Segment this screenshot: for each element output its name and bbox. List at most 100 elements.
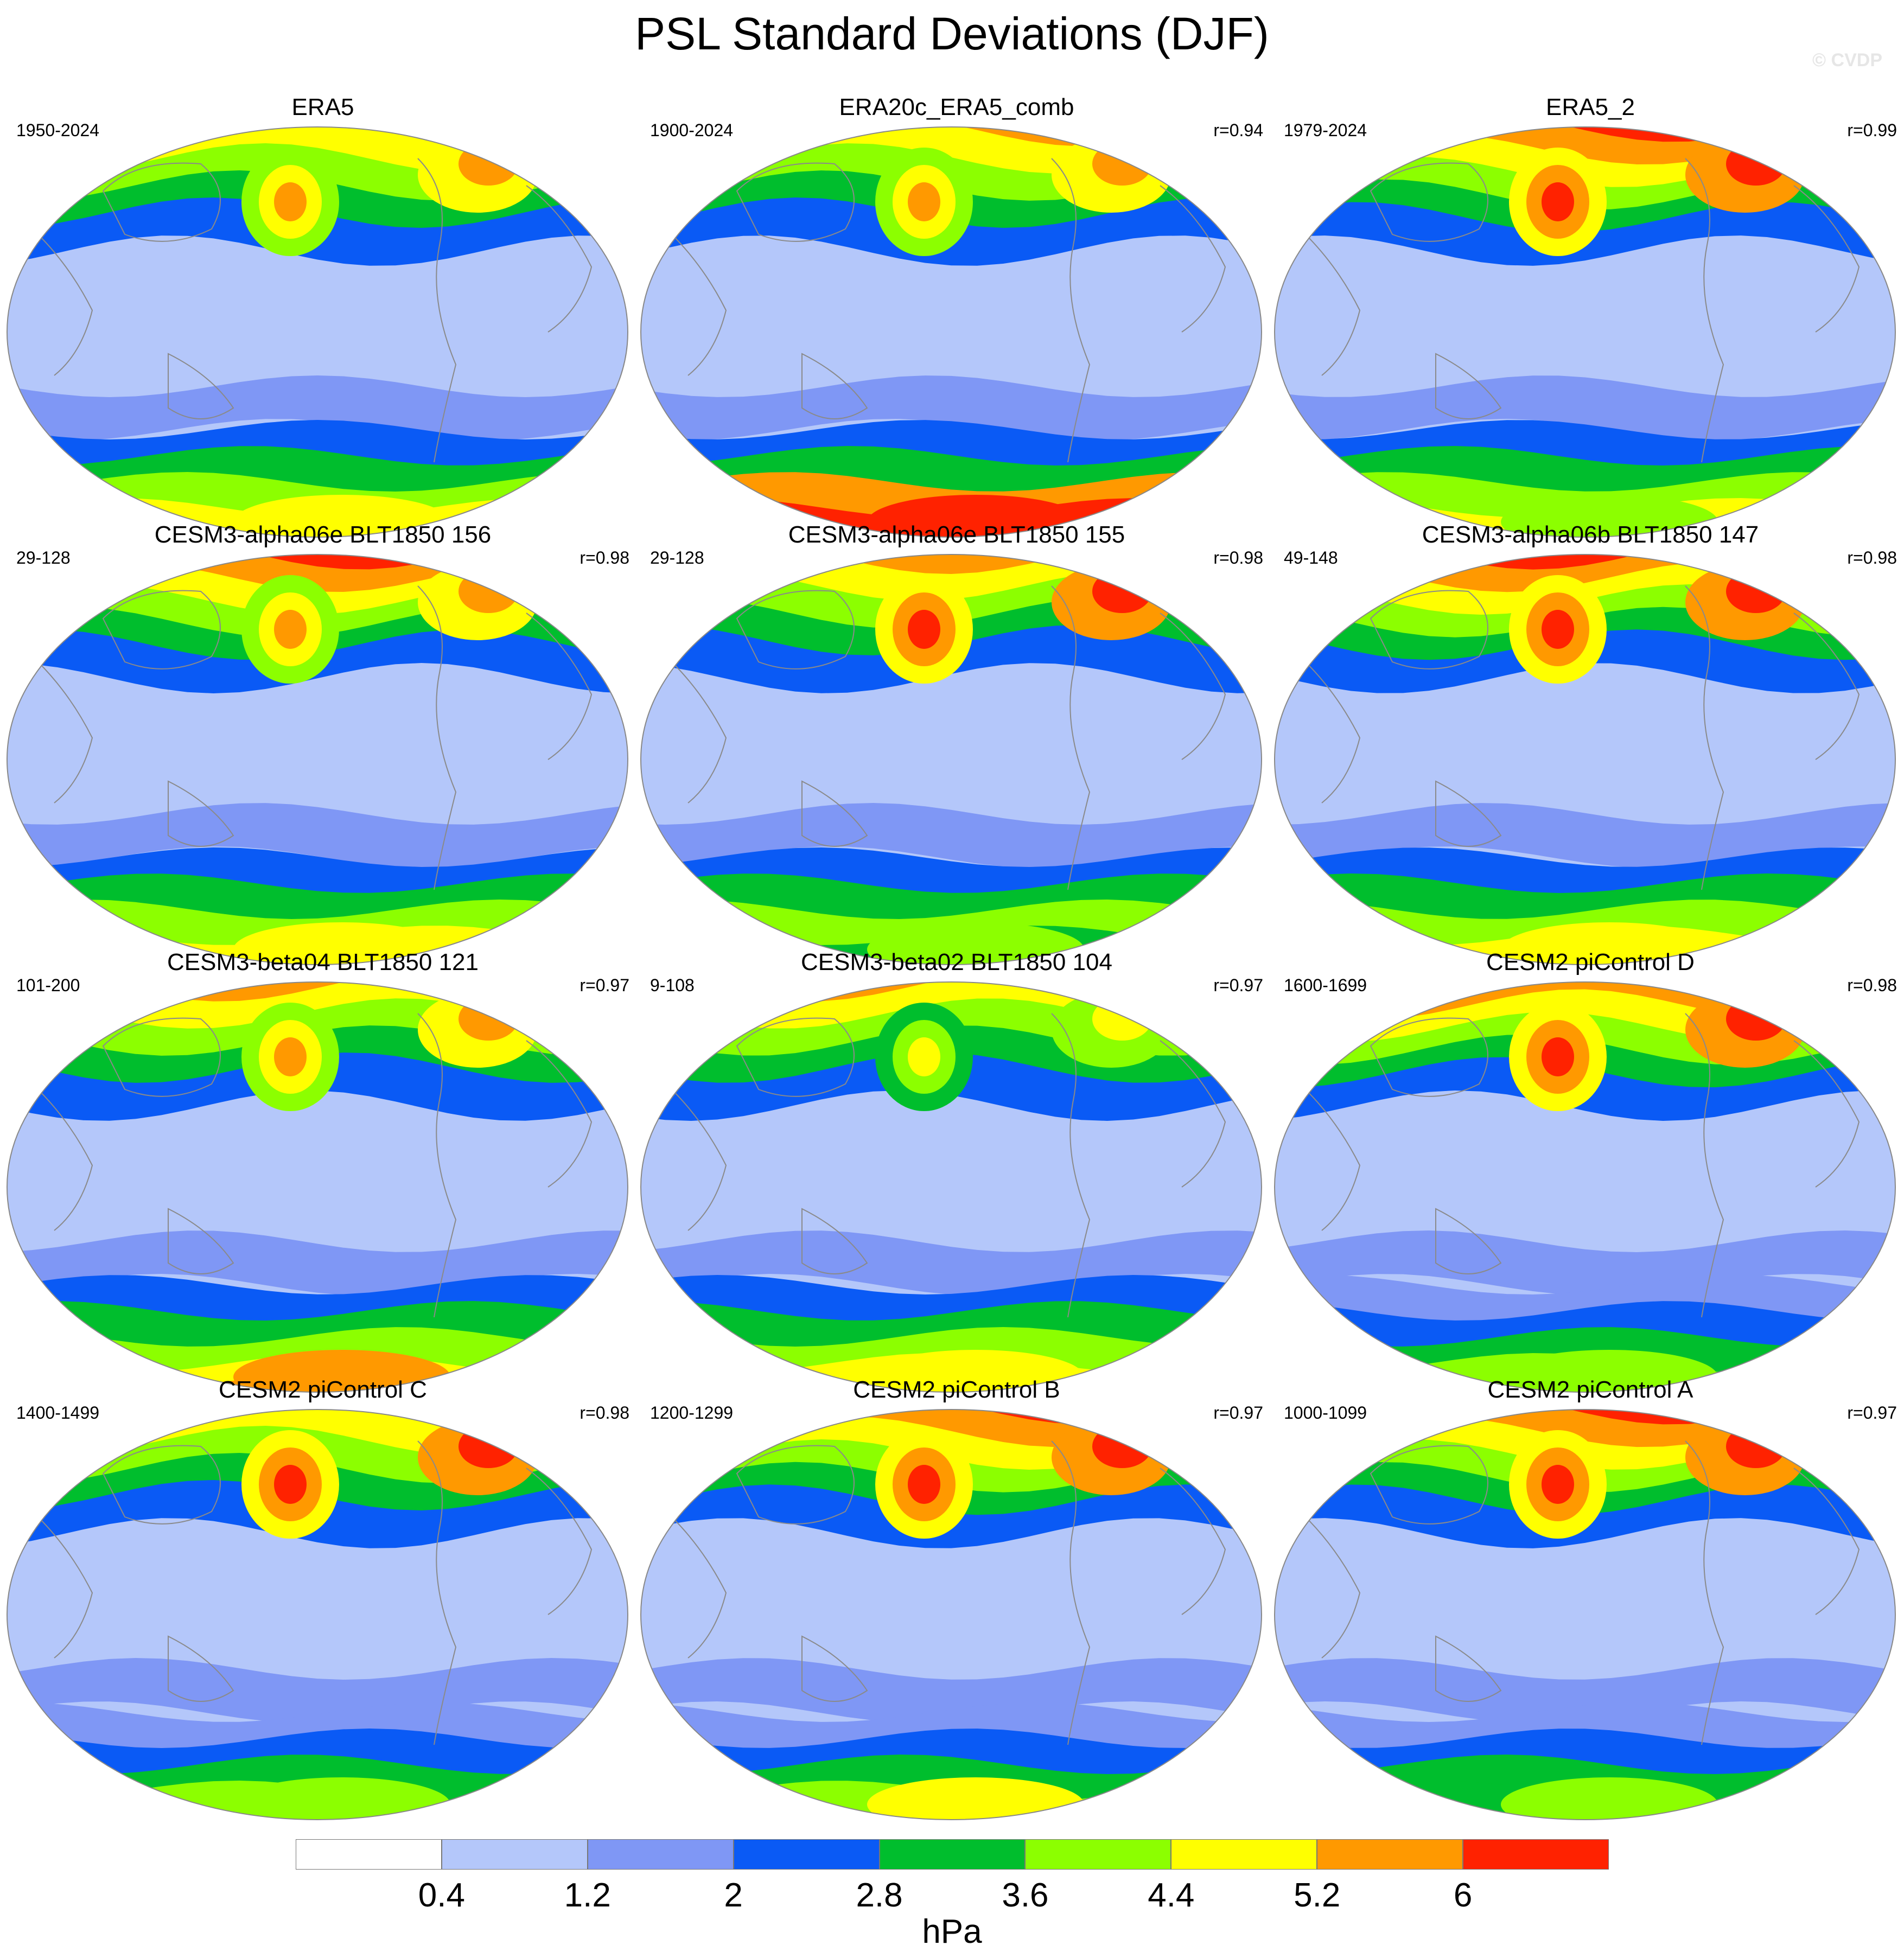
atlantic-contour bbox=[1092, 1425, 1152, 1468]
coastline bbox=[801, 1208, 868, 1274]
tropical-contour-band bbox=[1275, 803, 1895, 868]
map-border bbox=[640, 126, 1262, 538]
map-border bbox=[1274, 126, 1896, 538]
coastline bbox=[801, 353, 868, 419]
panel-years: 1900-2024 bbox=[650, 120, 734, 140]
atlantic-contour bbox=[1726, 1425, 1786, 1468]
pacific-contour bbox=[274, 1037, 307, 1076]
panel-years: 1400-1499 bbox=[16, 1403, 100, 1423]
map-border bbox=[640, 554, 1262, 965]
panel-correlation: r=0.94 bbox=[1213, 120, 1263, 140]
psl-map bbox=[1274, 554, 1896, 965]
colorbar-box bbox=[1317, 1839, 1463, 1870]
coastline bbox=[1160, 185, 1226, 333]
map-border bbox=[1274, 554, 1896, 965]
atlantic-contour bbox=[1726, 142, 1786, 186]
coastline bbox=[671, 1516, 727, 1659]
coastline bbox=[736, 590, 855, 669]
psl-map bbox=[7, 1409, 628, 1820]
colorbar-tick-label: 1.2 bbox=[564, 1877, 611, 1914]
coastline bbox=[168, 353, 234, 419]
coastline bbox=[526, 1040, 593, 1188]
panel-title: CESM3-beta04 BLT1850 121 bbox=[167, 949, 479, 975]
colorbar-box bbox=[733, 1839, 880, 1870]
coastline bbox=[102, 590, 221, 669]
coastline bbox=[1370, 1445, 1488, 1525]
coastline bbox=[102, 1017, 221, 1097]
coastline bbox=[801, 1635, 868, 1702]
watermark: © CVDP bbox=[1812, 50, 1882, 71]
map-border bbox=[7, 126, 628, 538]
colorbar-box bbox=[879, 1839, 1026, 1870]
psl-map bbox=[7, 126, 628, 538]
psl-map bbox=[640, 126, 1262, 538]
panel-title: CESM3-alpha06b BLT1850 147 bbox=[1422, 521, 1759, 548]
colorbar-tick-label: 6 bbox=[1453, 1877, 1473, 1914]
tropical-contour-band bbox=[7, 803, 628, 868]
coastline bbox=[526, 185, 593, 333]
atlantic-contour bbox=[459, 570, 518, 613]
atlantic-contour bbox=[459, 1425, 518, 1468]
pacific-contour bbox=[274, 610, 307, 649]
map-panel: ERA20c_ERA5_comb 1900-2024 r=0.94 bbox=[639, 92, 1274, 538]
coastline bbox=[1160, 1040, 1226, 1188]
psl-map bbox=[1274, 981, 1896, 1393]
pacific-contour bbox=[908, 1037, 940, 1076]
coastline bbox=[168, 1208, 234, 1274]
coastline bbox=[1160, 1468, 1226, 1615]
pacific-contour bbox=[1542, 610, 1574, 649]
psl-map bbox=[7, 554, 628, 965]
pacific-contour bbox=[1542, 182, 1574, 221]
map-panel: CESM2 piControl D 1600-1699 r=0.98 bbox=[1273, 947, 1904, 1393]
coastline bbox=[1160, 613, 1226, 760]
coastline bbox=[1051, 585, 1091, 890]
coastline bbox=[671, 661, 727, 803]
panel-title: ERA5 bbox=[291, 94, 354, 120]
panel-correlation: r=0.98 bbox=[1847, 975, 1897, 995]
coastline bbox=[1370, 1017, 1488, 1097]
panel-title: CESM2 piControl A bbox=[1487, 1376, 1693, 1403]
map-border bbox=[640, 981, 1262, 1393]
colorbar-units: hPa bbox=[922, 1913, 982, 1950]
coastline bbox=[736, 1445, 855, 1525]
atlantic-contour bbox=[1726, 997, 1786, 1041]
coastline bbox=[736, 1017, 855, 1097]
coastline bbox=[736, 162, 855, 242]
panel-years: 1979-2024 bbox=[1284, 120, 1367, 140]
atlantic-contour bbox=[1092, 570, 1152, 613]
colorbar-box bbox=[441, 1839, 588, 1870]
coastline bbox=[1685, 1440, 1724, 1745]
coastline bbox=[801, 780, 868, 847]
atlantic-contour bbox=[459, 142, 518, 186]
coastline bbox=[37, 234, 93, 376]
psl-map bbox=[640, 554, 1262, 965]
panel-title: ERA20c_ERA5_comb bbox=[839, 94, 1074, 120]
tropical-contour-band bbox=[641, 803, 1262, 868]
panel-years: 9-108 bbox=[650, 975, 695, 995]
map-panel: CESM3-alpha06b BLT1850 147 49-148 r=0.98 bbox=[1273, 520, 1904, 965]
coastline bbox=[1435, 353, 1502, 419]
south-contour-band bbox=[1275, 847, 1895, 909]
map-border bbox=[7, 981, 628, 1393]
colorbar-tick-label: 2 bbox=[724, 1877, 743, 1914]
map-border bbox=[7, 1409, 628, 1820]
coastline bbox=[1370, 590, 1488, 669]
panel-correlation: r=0.98 bbox=[580, 1403, 629, 1423]
panel-title: CESM3-beta02 BLT1850 104 bbox=[801, 949, 1112, 975]
panel-title: CESM2 piControl C bbox=[219, 1376, 427, 1403]
panel-title: ERA5_2 bbox=[1546, 94, 1635, 120]
coastline bbox=[168, 780, 234, 847]
map-border bbox=[1274, 1409, 1896, 1820]
psl-map bbox=[7, 981, 628, 1393]
colorbar-box bbox=[1025, 1839, 1171, 1870]
panel-years: 1600-1699 bbox=[1284, 975, 1367, 995]
coastline bbox=[168, 1635, 234, 1702]
south-contour-band bbox=[7, 873, 628, 935]
pacific-contour bbox=[1542, 1037, 1574, 1076]
coastline bbox=[1305, 1516, 1361, 1659]
coastline bbox=[1793, 1040, 1860, 1188]
coastline bbox=[1435, 1208, 1502, 1274]
coastline bbox=[1051, 1440, 1091, 1745]
coastline bbox=[1305, 234, 1361, 376]
colorbar-box bbox=[1463, 1839, 1609, 1870]
